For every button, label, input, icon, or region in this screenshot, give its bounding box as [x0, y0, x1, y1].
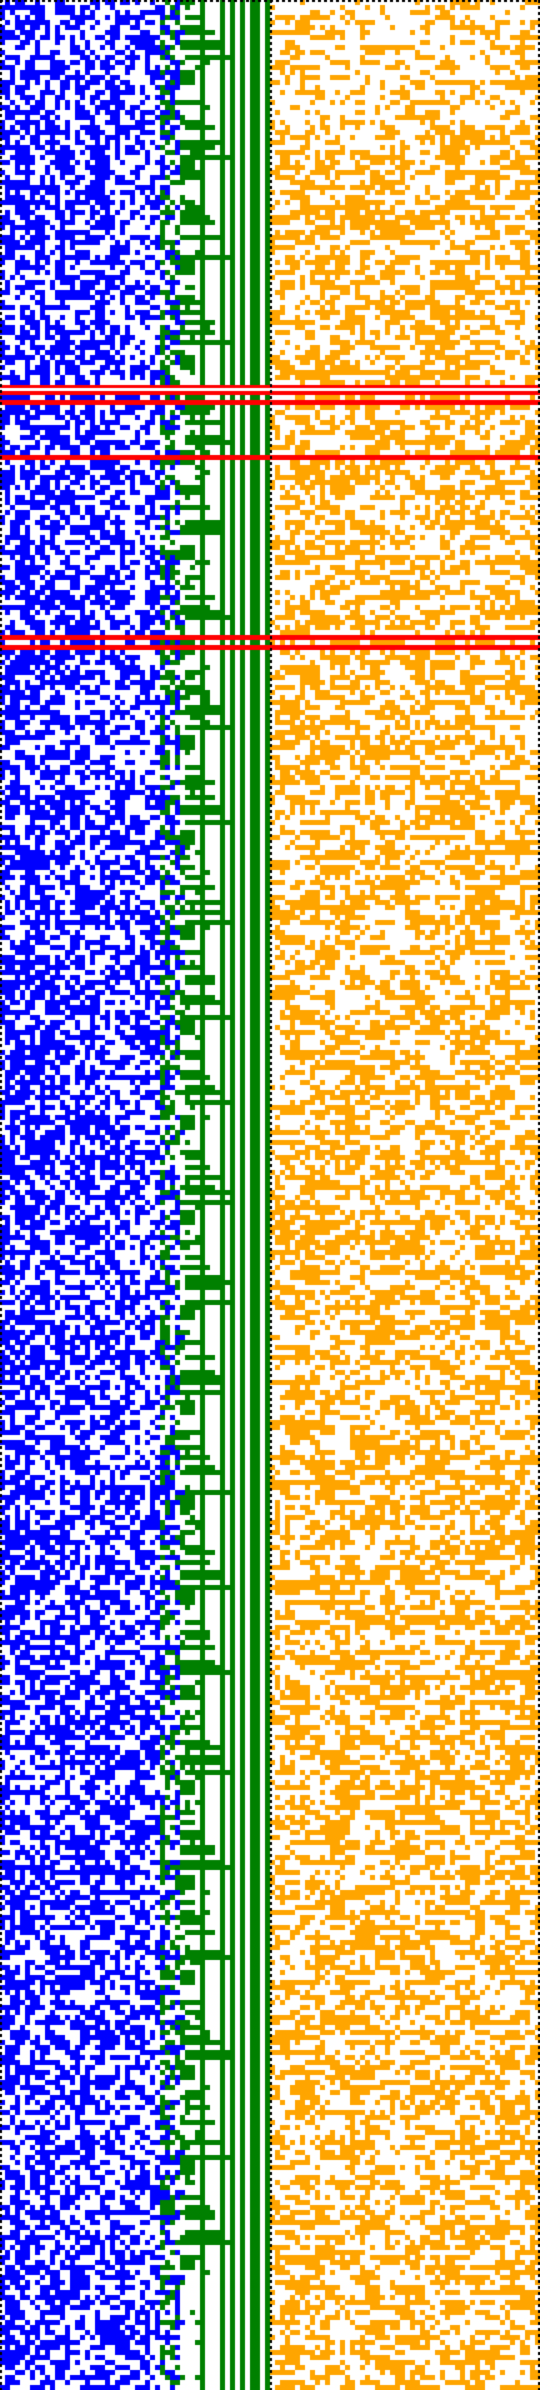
- heatmap-canvas: [0, 0, 540, 2390]
- heatmap-figure: [0, 0, 540, 2390]
